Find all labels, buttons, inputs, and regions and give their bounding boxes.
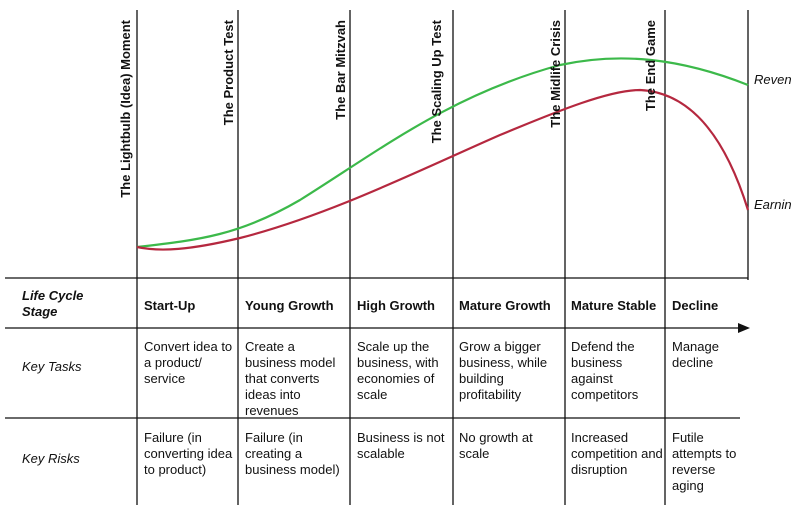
key-task: Defend the business against competitors <box>571 339 639 402</box>
key-risk: No growth at scale <box>459 430 533 461</box>
curve-label: Earnin <box>754 197 792 212</box>
key-task: Create a business model that converts id… <box>245 339 336 418</box>
milestone-label: The Bar Mitzvah <box>333 20 348 120</box>
row-header: Key Tasks <box>22 359 82 374</box>
stage-name: Young Growth <box>245 298 334 313</box>
key-risk: Failure (in creating a business model) <box>245 430 340 477</box>
key-task: Convert idea to a product/ service <box>144 339 233 386</box>
key-task: Manage decline <box>672 339 719 370</box>
stage-name: Mature Stable <box>571 298 657 313</box>
curve-label: Reven <box>754 72 792 87</box>
stage-name: Decline <box>672 298 719 313</box>
key-risk: Failure (in converting idea to product) <box>144 430 233 477</box>
row-header: Key Risks <box>22 451 80 466</box>
milestone-label: The Product Test <box>221 19 236 125</box>
key-risk: Futile attempts to reverse aging <box>672 430 737 493</box>
milestone-label: The End Game <box>643 20 658 111</box>
key-risk: Increased competition and disruption <box>571 430 663 477</box>
key-risk: Business is not scalable <box>357 430 445 461</box>
stage-name: Mature Growth <box>459 298 551 313</box>
milestone-label: The Midlife Crisis <box>548 20 563 128</box>
earnings-curve <box>136 88 750 251</box>
key-task: Scale up the business, with economies of… <box>357 339 439 402</box>
revenue-curve <box>136 57 749 249</box>
stage-name: High Growth <box>357 298 435 313</box>
stage-name: Start-Up <box>144 298 196 313</box>
grid <box>5 10 749 505</box>
key-task: Grow a bigger business, while building p… <box>459 339 548 402</box>
milestone-label: The Lightbulb (Idea) Moment <box>118 19 133 197</box>
row-header: Life Cycle Stage <box>22 288 84 319</box>
arrow-head <box>738 323 750 333</box>
milestone-label: The Scaling Up Test <box>429 19 444 143</box>
